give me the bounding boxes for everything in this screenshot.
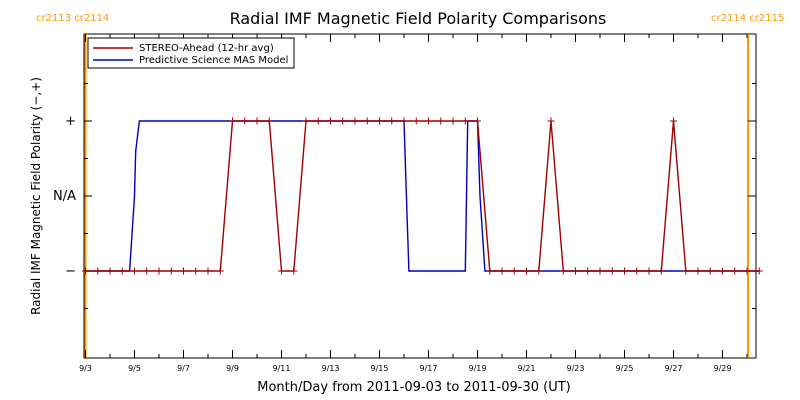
mas-model-line	[85, 120, 760, 272]
stereo-point	[719, 267, 726, 275]
stereo-point	[449, 117, 457, 125]
stereo-point	[743, 267, 751, 275]
stereo-point	[314, 117, 322, 125]
y-tick-label: +	[65, 114, 76, 129]
stereo-point	[547, 117, 555, 125]
x-tick-label: 9/23	[567, 364, 585, 373]
stereo-point	[192, 267, 200, 275]
legend-label-model: Predictive Science MAS Model	[139, 55, 288, 66]
stereo-point	[731, 267, 739, 275]
carrington-label-right: cr2114 cr2115	[711, 13, 784, 24]
stereo-point	[180, 267, 187, 275]
x-axis-label: Month/Day from 2011-09-03 to 2011-09-30 …	[257, 380, 570, 395]
stereo-point	[474, 117, 481, 125]
x-axis: 9/3 9/5 9/7 9/9 9/11 9/13 9/15 9/17 9/19 9/21 9/23…	[79, 34, 748, 373]
stereo-point	[486, 267, 494, 275]
stereo-point	[131, 267, 138, 275]
stereo-point	[302, 117, 310, 125]
stereo-point	[400, 117, 408, 125]
stereo-point	[106, 267, 114, 275]
x-tick-label: 9/19	[469, 364, 487, 373]
x-tick-label: 9/3	[79, 364, 92, 373]
stereo-point	[229, 117, 236, 125]
stereo-point	[510, 267, 518, 275]
stereo-point	[290, 267, 298, 275]
stereo-point	[155, 267, 163, 275]
stereo-point	[755, 267, 763, 275]
stereo-point	[143, 267, 151, 275]
stereo-point	[559, 267, 567, 275]
stereo-point	[425, 117, 432, 125]
stereo-point	[82, 267, 89, 275]
stereo-point	[118, 267, 126, 275]
stereo-point	[657, 267, 665, 275]
stereo-point	[535, 267, 543, 275]
stereo-point	[412, 117, 420, 125]
stereo-point	[265, 117, 273, 125]
stereo-point	[241, 117, 249, 125]
stereo-point	[167, 267, 175, 275]
stereo-point	[461, 117, 469, 125]
stereo-point	[253, 117, 261, 125]
stereo-point	[363, 117, 371, 125]
y-axis-label: Radial IMF Magnetic Field Polarity (−,+)	[29, 77, 43, 315]
stereo-point	[645, 267, 653, 275]
legend-label-stereo: STEREO-Ahead (12-hr avg)	[139, 43, 274, 54]
stereo-point	[706, 267, 714, 275]
stereo-point	[94, 267, 102, 275]
x-tick-label: 9/25	[616, 364, 634, 373]
stereo-point	[204, 267, 212, 275]
x-tick-label: 9/29	[714, 364, 732, 373]
y-tick-label: N/A	[53, 189, 76, 204]
stereo-point	[596, 267, 604, 275]
stereo-point	[621, 267, 628, 275]
plot-area	[83, 33, 757, 359]
stereo-point	[388, 117, 396, 125]
stereo-point	[327, 117, 334, 125]
series-layer	[82, 117, 763, 275]
stereo-ahead-line	[85, 120, 760, 272]
x-tick-label: 9/15	[371, 364, 389, 373]
stereo-point	[670, 117, 677, 125]
x-tick-label: 9/11	[273, 364, 291, 373]
stereo-point	[608, 267, 616, 275]
stereo-point	[278, 267, 285, 275]
stereo-point	[339, 117, 347, 125]
chart-title: Radial IMF Magnetic Field Polarity Compa…	[230, 9, 607, 28]
x-tick-label: 9/17	[420, 364, 438, 373]
stereo-point	[216, 267, 224, 275]
stereo-point	[682, 267, 690, 275]
y-axis: + N/A −	[53, 83, 756, 309]
stereo-point	[633, 267, 641, 275]
stereo-point	[498, 267, 506, 275]
legend: STEREO-Ahead (12-hr avg) Predictive Scie…	[87, 37, 295, 69]
carrington-label-left: cr2113 cr2114	[36, 13, 109, 24]
x-tick-label: 9/21	[518, 364, 536, 373]
stereo-point	[572, 267, 579, 275]
stereo-point	[694, 267, 702, 275]
x-tick-label: 9/5	[128, 364, 141, 373]
stereo-point	[376, 117, 383, 125]
x-tick-label: 9/27	[665, 364, 683, 373]
stereo-point	[351, 117, 359, 125]
legend-box	[87, 37, 295, 69]
stereo-point	[437, 117, 445, 125]
stereo-point	[523, 267, 530, 275]
x-tick-label: 9/7	[177, 364, 190, 373]
x-tick-label: 9/9	[226, 364, 239, 373]
x-tick-label: 9/13	[322, 364, 340, 373]
y-tick-label: −	[65, 264, 76, 279]
stereo-point	[584, 267, 592, 275]
